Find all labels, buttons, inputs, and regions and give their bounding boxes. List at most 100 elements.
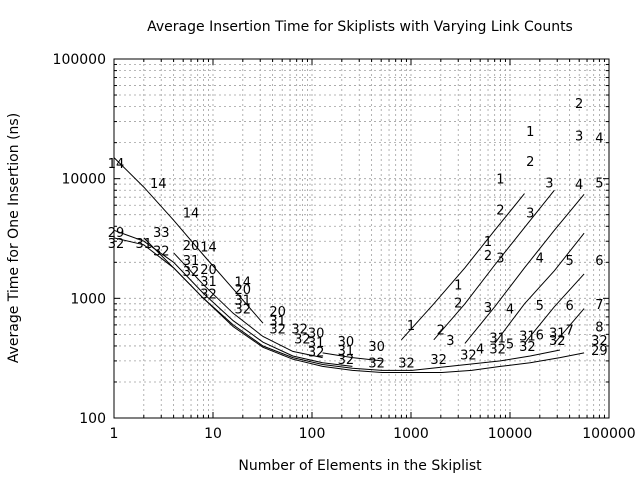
x-tick-label: 10	[204, 426, 222, 442]
point-label: 4	[595, 132, 603, 147]
point-label: 4	[506, 303, 514, 318]
point-label: 33	[153, 226, 170, 241]
y-tick-label: 10000	[61, 172, 106, 188]
point-label: 1	[454, 279, 462, 294]
point-label: 32	[549, 334, 566, 349]
point-label: 20	[200, 263, 217, 278]
point-label: 6	[536, 328, 544, 343]
point-label: 31	[235, 293, 252, 308]
point-label: 2	[437, 323, 445, 338]
point-label: 20	[235, 283, 252, 298]
point-label: 32	[430, 353, 447, 368]
point-labels: 21 3 423 4 512 312 3 4 5 612 3 4 5 6 71 234 56 7 814141414…	[108, 97, 608, 372]
point-label: 4	[476, 343, 484, 358]
point-label: 29	[591, 344, 608, 359]
plot-frame	[113, 58, 610, 419]
point-label: 1	[496, 173, 504, 188]
point-label: 30	[338, 335, 355, 350]
x-tick-label: 10000	[488, 426, 533, 442]
point-label: 2	[575, 97, 583, 112]
point-label: 32	[294, 333, 311, 348]
x-tick-label: 1000	[393, 426, 429, 442]
point-label: 8	[595, 321, 603, 336]
point-label: 3	[545, 176, 553, 191]
point-label: 32	[398, 357, 415, 372]
point-label: 1	[407, 319, 415, 334]
point-label: 3	[446, 334, 454, 349]
point-label: 31	[489, 332, 506, 347]
y-axis-label: Average Time for One Insertion (ns)	[6, 113, 22, 363]
point-label: 32	[108, 237, 125, 252]
point-label: 32	[489, 343, 506, 358]
series-line-14	[113, 157, 264, 324]
series-line-4	[494, 232, 585, 344]
series-line-32	[113, 237, 585, 373]
point-label: 2	[526, 155, 534, 170]
point-label: 7	[595, 298, 603, 313]
point-label: 31	[136, 237, 153, 252]
series-lines	[113, 157, 585, 373]
y-tick-label: 100	[79, 411, 106, 427]
point-label: 3	[484, 301, 492, 316]
point-label: 31	[200, 275, 217, 290]
point-label: 14	[183, 207, 200, 222]
point-label: 5	[506, 337, 514, 352]
y-tick-label: 100000	[53, 52, 106, 68]
x-tick-label: 100000	[582, 426, 635, 442]
series-line-3	[464, 193, 585, 344]
point-label: 32	[368, 357, 385, 372]
series-line-1	[401, 193, 525, 341]
point-label: 31	[269, 315, 286, 330]
series-line-20	[173, 252, 323, 359]
point-label: 32	[519, 340, 536, 355]
point-label: 14	[108, 157, 125, 172]
point-label: 3	[496, 251, 504, 266]
point-label: 1	[484, 235, 492, 250]
point-label: 5	[595, 176, 603, 191]
point-label: 4	[536, 251, 544, 266]
point-label: 32	[591, 334, 608, 349]
point-label: 30	[308, 326, 325, 341]
point-label: 32	[153, 245, 170, 260]
point-label: 3	[526, 207, 534, 222]
point-label: 5	[565, 254, 573, 269]
series-line-30	[322, 352, 383, 362]
x-tick-label: 100	[299, 426, 326, 442]
x-tick-label: 1	[110, 426, 119, 442]
x-axis-label: Number of Elements in the Skiplist	[238, 458, 482, 474]
point-label: 2	[484, 249, 492, 264]
y-tick-label: 1000	[70, 291, 106, 307]
point-label: 30	[368, 340, 385, 355]
point-label: 20	[269, 305, 286, 320]
point-label: 5	[536, 299, 544, 314]
point-label: 32	[269, 322, 286, 337]
point-label: 32	[308, 345, 325, 360]
point-label: 31	[549, 326, 566, 341]
series-line-5	[524, 273, 585, 344]
point-label: 32	[183, 265, 200, 280]
point-label: 6	[565, 299, 573, 314]
point-label: 3	[575, 129, 583, 144]
point-label: 31	[183, 254, 200, 269]
point-label: 32	[460, 348, 477, 363]
point-label: 32	[200, 287, 217, 302]
point-label: 31	[308, 336, 325, 351]
point-label: 1	[526, 125, 534, 140]
point-label: 32	[338, 353, 355, 368]
axis-ticks: 1 10 100 1000 10000 100000 100 1000 10000 100000	[53, 52, 636, 442]
point-label: 2	[454, 297, 462, 312]
point-label: 7	[565, 323, 573, 338]
point-label: 32	[291, 322, 308, 337]
point-label: 14	[150, 177, 167, 192]
point-label: 14	[235, 276, 252, 291]
point-label: 14	[200, 241, 217, 256]
series-line-6	[553, 308, 585, 344]
point-label: 2	[496, 204, 504, 219]
point-label: 32	[235, 303, 252, 318]
series-line-2	[433, 189, 555, 341]
point-label: 31	[338, 344, 355, 359]
point-label: 4	[575, 178, 583, 193]
point-label: 6	[595, 254, 603, 269]
point-label: 20	[183, 239, 200, 254]
